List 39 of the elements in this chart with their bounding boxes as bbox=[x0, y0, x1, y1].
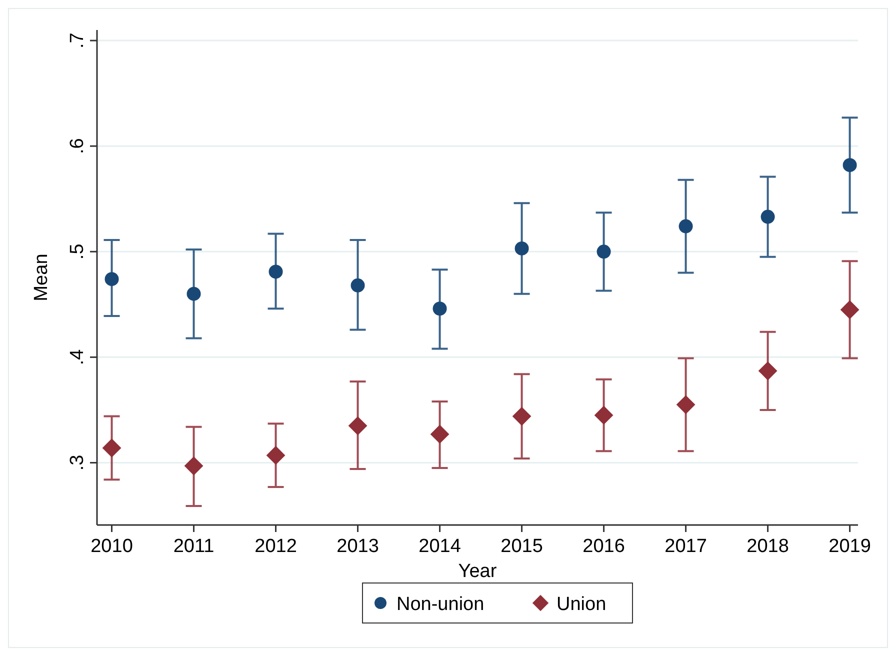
point bbox=[840, 300, 860, 320]
point bbox=[350, 278, 365, 292]
point bbox=[594, 406, 614, 425]
x-tick-label: 2016 bbox=[582, 536, 625, 557]
point bbox=[268, 264, 283, 279]
y-tick-label: .6 bbox=[67, 138, 88, 154]
legend-label: Non-union bbox=[396, 594, 484, 615]
x-tick-label: 2010 bbox=[90, 536, 133, 557]
point bbox=[186, 286, 201, 301]
x-tick-label: 2017 bbox=[664, 536, 707, 557]
point bbox=[348, 416, 368, 436]
point bbox=[842, 158, 857, 172]
x-tick-label: 2011 bbox=[173, 536, 214, 557]
point bbox=[104, 272, 119, 286]
x-tick-label: 2015 bbox=[500, 536, 543, 557]
x-tick-label: 2014 bbox=[418, 536, 462, 557]
point bbox=[596, 244, 611, 259]
y-tick-label: .4 bbox=[67, 348, 88, 366]
x-axis-title: Year bbox=[458, 561, 498, 582]
x-tick-label: 2013 bbox=[336, 536, 379, 557]
y-tick-label: .5 bbox=[67, 244, 88, 260]
legend-label: Union bbox=[556, 594, 606, 615]
x-tick-label: 2018 bbox=[746, 536, 789, 557]
y-tick-label: .3 bbox=[67, 454, 88, 471]
point bbox=[676, 395, 696, 414]
point bbox=[678, 219, 693, 234]
y-axis-title: Mean bbox=[31, 254, 52, 302]
point bbox=[514, 241, 529, 256]
point bbox=[432, 302, 447, 316]
point bbox=[102, 438, 122, 458]
point bbox=[512, 406, 532, 426]
point bbox=[430, 424, 450, 444]
x-tick-label: 2012 bbox=[254, 536, 297, 557]
point bbox=[184, 456, 204, 476]
point bbox=[758, 361, 778, 380]
y-tick-label: .7 bbox=[67, 32, 88, 48]
point bbox=[266, 446, 286, 465]
x-tick-label: 2019 bbox=[828, 536, 871, 557]
point bbox=[760, 210, 775, 224]
